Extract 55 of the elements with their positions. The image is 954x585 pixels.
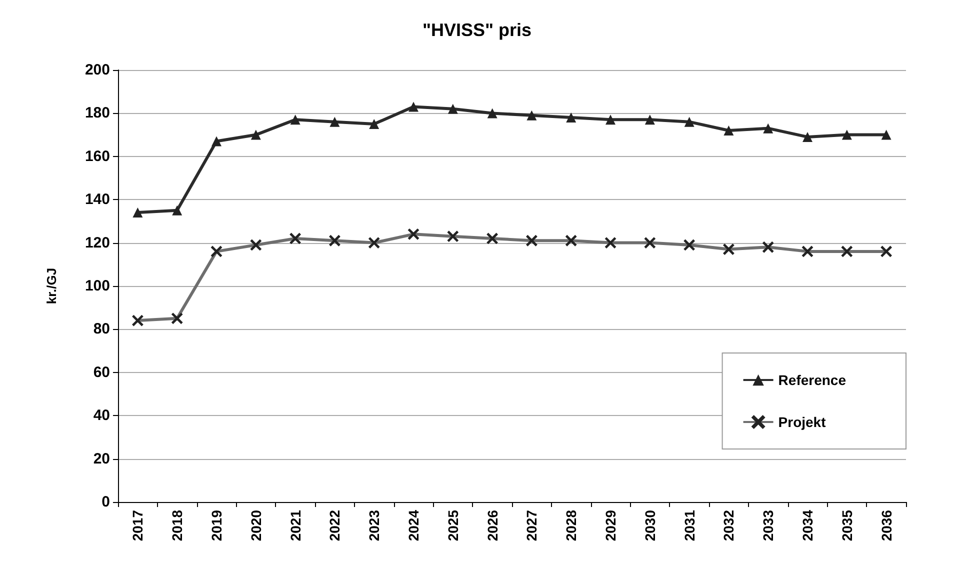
legend-label: Projekt xyxy=(778,414,826,430)
y-tick-label: 180 xyxy=(84,104,110,122)
point xyxy=(881,130,892,140)
point xyxy=(487,108,498,118)
x-tick-label: 2018 xyxy=(169,510,186,542)
point xyxy=(606,114,616,125)
x-tick-label: 2030 xyxy=(642,510,658,542)
x-tick-label: 2028 xyxy=(563,510,580,542)
point xyxy=(763,123,774,134)
x-tick-label: 2022 xyxy=(326,510,343,542)
x-tick-label: 2027 xyxy=(524,510,540,542)
x-tick-label: 2023 xyxy=(366,510,382,542)
x-tick-label: 2026 xyxy=(484,510,500,542)
x-tick-label: 2019 xyxy=(208,510,224,542)
point xyxy=(802,132,812,142)
x-tick-label: 2024 xyxy=(406,510,422,542)
point xyxy=(448,104,458,114)
point xyxy=(566,112,576,123)
chart-title: "HVISS" pris xyxy=(422,20,532,40)
x-tick-label: 2017 xyxy=(130,510,146,542)
point xyxy=(842,130,852,140)
y-tick-label: 40 xyxy=(93,407,110,424)
y-tick-label: 100 xyxy=(84,278,110,294)
x-tick-label: 2031 xyxy=(681,510,698,542)
point xyxy=(369,119,380,129)
y-axis-title: kr./GJ xyxy=(44,268,59,304)
x-tick-label: 2025 xyxy=(444,510,461,542)
x-tick-label: 2033 xyxy=(760,510,776,542)
point xyxy=(132,208,143,218)
x-tick-label: 2021 xyxy=(287,510,304,542)
x-tick-label: 2035 xyxy=(838,510,855,542)
point xyxy=(290,114,300,125)
y-tick-label: 120 xyxy=(84,234,110,252)
y-tick-label: 160 xyxy=(84,148,110,165)
legend-label: Reference xyxy=(778,372,846,388)
point xyxy=(684,116,694,127)
point xyxy=(724,125,734,136)
x-tick-label: 2020 xyxy=(248,510,264,542)
y-tick-label: 200 xyxy=(84,62,110,78)
point xyxy=(526,110,537,120)
point xyxy=(330,116,340,127)
x-tick-label: 2029 xyxy=(602,510,618,542)
x-tick-label: 2036 xyxy=(878,510,894,542)
point xyxy=(644,114,655,125)
y-tick-label: 140 xyxy=(84,191,110,208)
point xyxy=(172,205,182,216)
x-tick-label: 2034 xyxy=(800,510,816,542)
y-tick-label: 0 xyxy=(102,494,110,510)
y-tick-label: 80 xyxy=(93,320,110,338)
x-tick-label: 2032 xyxy=(720,510,737,542)
point xyxy=(250,130,261,140)
y-tick-label: 20 xyxy=(93,450,110,468)
y-tick-label: 60 xyxy=(93,364,110,381)
point xyxy=(212,136,222,146)
point xyxy=(408,102,418,112)
